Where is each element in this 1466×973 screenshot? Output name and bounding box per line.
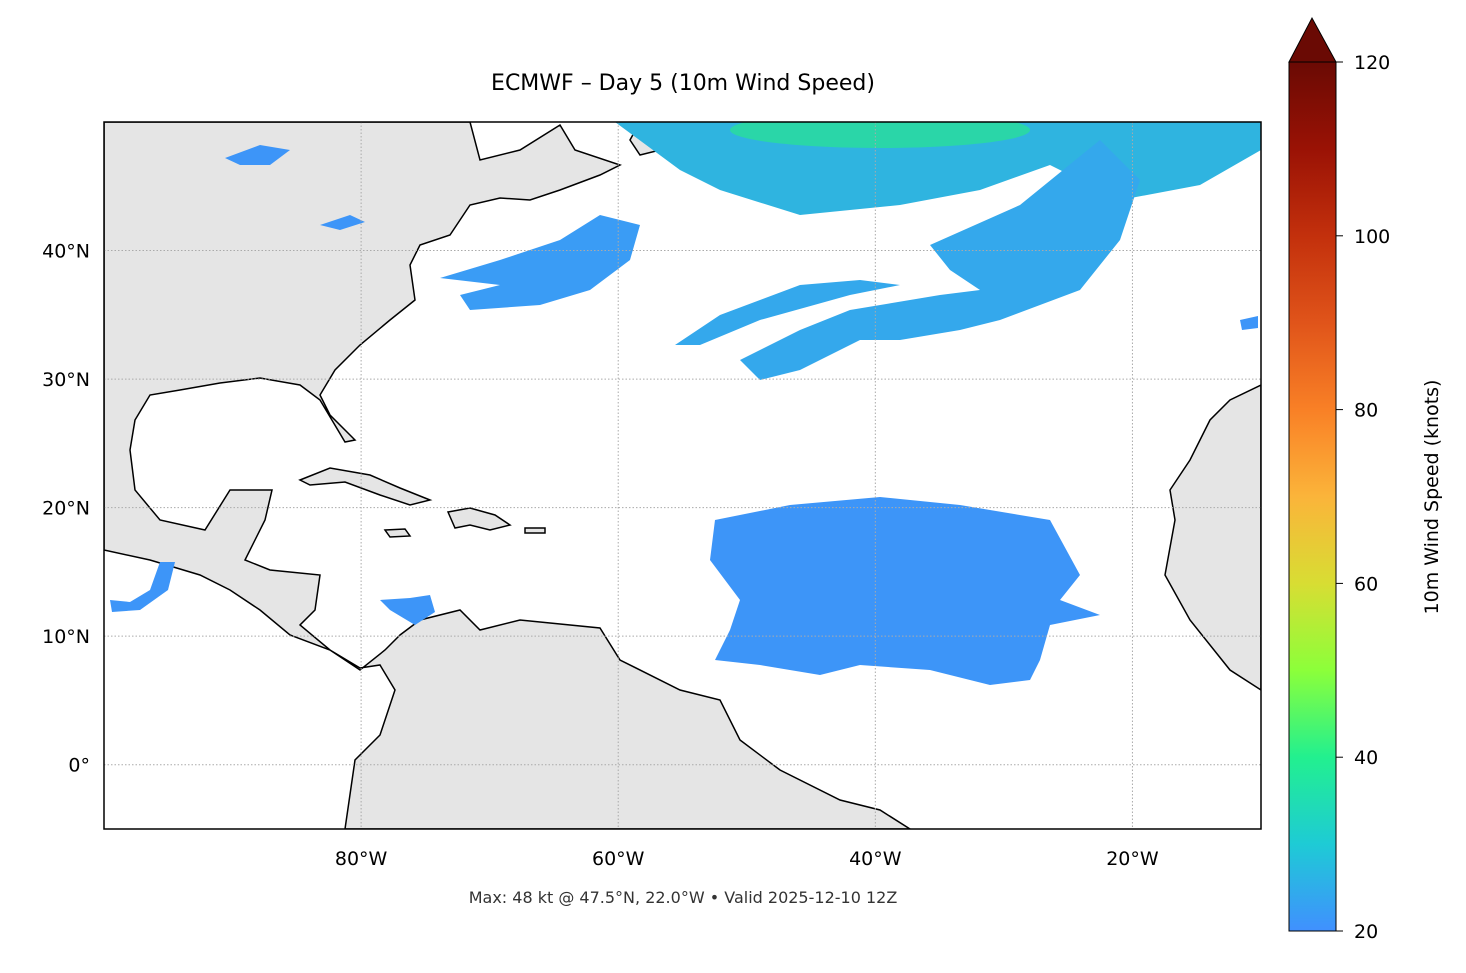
colorbar-tick-label: 80 [1354,400,1378,422]
footnote: Max: 48 kt @ 47.5°N, 22.0°W • Valid 2025… [469,888,898,907]
map [104,122,1261,829]
y-tick-label: 30°N [42,369,90,391]
colorbar-extend [1288,16,1337,63]
colorbar [1289,62,1336,931]
americas [104,122,912,829]
gridlines [104,122,1261,829]
map-frame [103,121,1262,830]
colorbar-label: 10m Wind Speed (knots) [1421,380,1443,615]
wind-field [710,497,1100,685]
wind-field [110,562,175,612]
colorbar-frame [1288,61,1337,932]
title: ECMWF – Day 5 (10m Wind Speed) [491,71,875,96]
x-tick-label: 40°W [849,848,902,870]
colorbar-tick-label: 20 [1354,921,1378,943]
hispaniola [446,507,512,531]
wind-core [730,122,1030,148]
y-tick-label: 40°N [42,241,90,263]
x-tick-label: 20°W [1106,848,1159,870]
colorbar-tick-label: 60 [1354,573,1378,595]
x-tick-label: 60°W [592,848,645,870]
wind-field [380,595,435,625]
y-tick-label: 20°N [42,498,90,520]
wind-field [740,140,1140,380]
colorbar-tick-label: 120 [1354,52,1390,74]
y-tick-label: 10°N [42,626,90,648]
colorbar-tick-label: 40 [1354,747,1378,769]
y-tick-label: 0° [68,755,90,777]
wind-field [675,280,900,345]
colorbar-tick-label: 100 [1354,226,1390,248]
x-tick-label: 80°W [335,848,388,870]
africa [1164,384,1261,691]
cuba [298,467,433,506]
puerto-rico [524,527,546,534]
wind-field [440,215,640,310]
jamaica [383,528,412,538]
